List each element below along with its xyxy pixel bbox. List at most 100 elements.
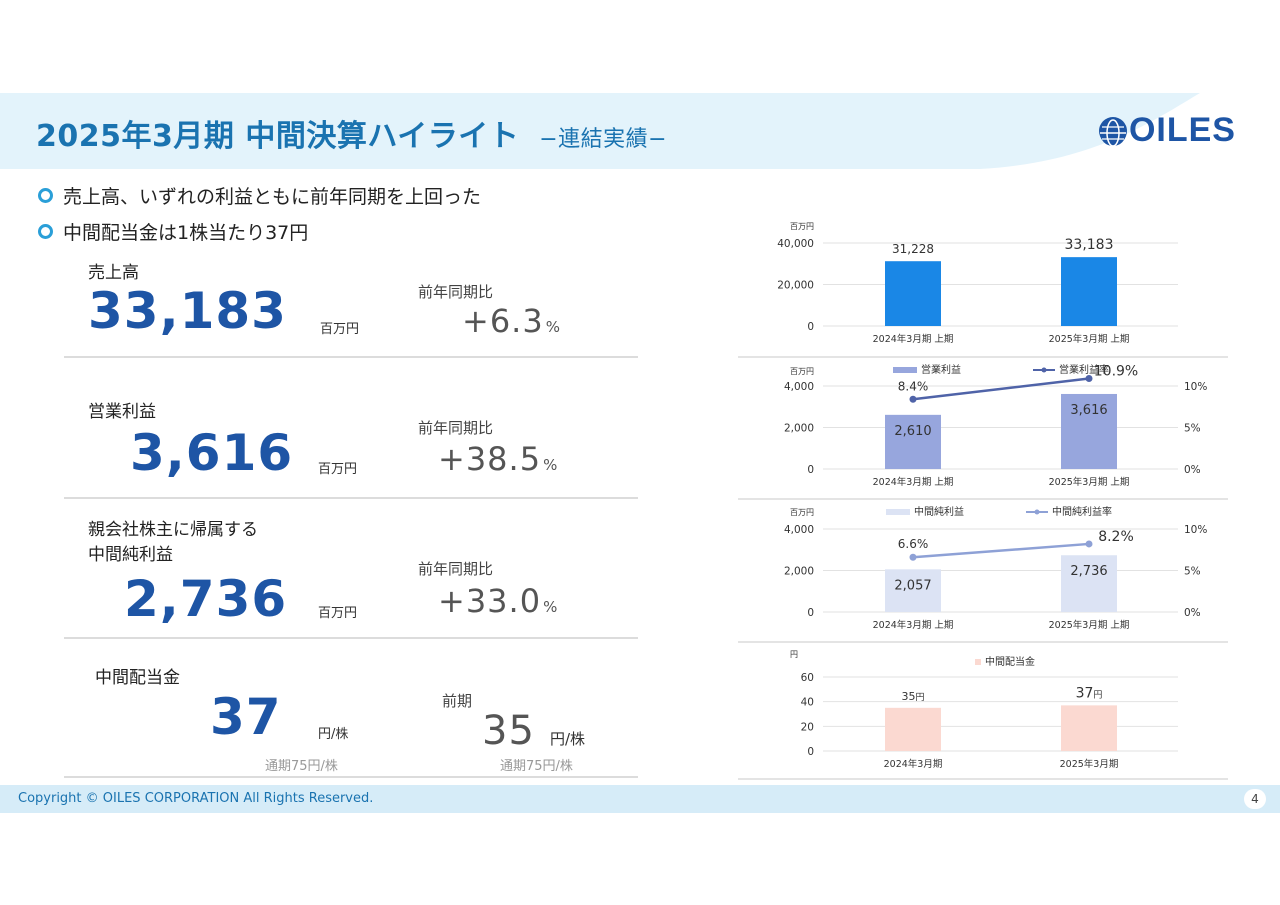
div-prev-value: 35 bbox=[482, 708, 535, 754]
div-unit: 円/株 bbox=[318, 727, 349, 742]
net-cmp-label: 前年同期比 bbox=[418, 560, 494, 578]
sales-cmp-value: +6.3% bbox=[462, 302, 561, 340]
legend-marker bbox=[1034, 509, 1040, 515]
y2-tick-label: 5% bbox=[1184, 566, 1201, 578]
legend-label: 営業利益 bbox=[921, 363, 961, 376]
data-label-number: 35 bbox=[901, 690, 915, 703]
data-label: 3,616 bbox=[1070, 403, 1107, 418]
line-point bbox=[909, 553, 917, 561]
divider bbox=[64, 637, 638, 639]
bullet-item: 中間配当金は1株当たり37円 bbox=[38, 218, 308, 245]
div-annual-note: 通期75円/株 bbox=[265, 759, 338, 774]
legend-swatch bbox=[886, 509, 910, 515]
y-tick-label: 0 bbox=[807, 321, 814, 333]
sales-value: 33,183 bbox=[88, 282, 287, 340]
x-tick-label: 2024年3月期 上期 bbox=[873, 333, 954, 345]
legend-swatch bbox=[893, 367, 917, 373]
bar bbox=[1061, 705, 1117, 751]
legend-label: 中間配当金 bbox=[985, 655, 1035, 668]
unit-label: 円 bbox=[790, 650, 798, 659]
net-label-line2: 中間純利益 bbox=[88, 545, 173, 565]
page-subtitle: −連結実績− bbox=[539, 127, 668, 152]
bullet-text: 売上高、いずれの利益ともに前年同期を上回った bbox=[63, 186, 482, 208]
line-point bbox=[1085, 540, 1093, 548]
y-tick-label: 40,000 bbox=[777, 238, 814, 250]
y-tick-label: 0 bbox=[807, 464, 814, 476]
op-cmp-value: +38.5% bbox=[438, 440, 558, 478]
unit-label: 百万円 bbox=[790, 508, 814, 517]
line-point bbox=[1085, 375, 1093, 383]
divider bbox=[64, 356, 638, 358]
series-line bbox=[912, 542, 1090, 559]
sales-chart: 百万円 0 20,000 40,000 31,228 33,183 2024年3月期 上期 2… bbox=[738, 222, 1228, 358]
footer: Copyright © OILES CORPORATION All Rights… bbox=[0, 785, 1280, 813]
div-prev-label: 前期 bbox=[442, 692, 473, 710]
y-tick-label: 4,000 bbox=[784, 524, 814, 536]
x-tick-label: 2025年3月期 上期 bbox=[1049, 476, 1130, 488]
op-unit: 百万円 bbox=[318, 462, 358, 477]
data-label-number: 37 bbox=[1076, 685, 1094, 701]
company-logo: OILES bbox=[1098, 111, 1236, 150]
x-tick-label: 2025年3月期 上期 bbox=[1049, 619, 1130, 631]
line-data-label: 10.9% bbox=[1094, 364, 1138, 380]
y2-tick-label: 10% bbox=[1184, 524, 1207, 536]
y2-tick-label: 5% bbox=[1184, 423, 1201, 435]
x-tick-label: 2025年3月期 上期 bbox=[1049, 333, 1130, 345]
unit-label: 百万円 bbox=[790, 222, 814, 231]
copyright: Copyright © OILES CORPORATION All Rights… bbox=[18, 791, 374, 806]
bar bbox=[885, 414, 941, 469]
sales-unit: 百万円 bbox=[320, 322, 360, 337]
page-title: 2025年3月期 中間決算ハイライト −連結実績− bbox=[36, 111, 667, 155]
operating-profit-chart: 百万円 0 2,000 4,000 0% 5% 10% 営業利益 営業利益率 2,610 3,616… bbox=[738, 363, 1228, 500]
legend-swatch bbox=[975, 659, 981, 665]
sales-cmp-number: +6.3 bbox=[462, 302, 544, 340]
page-title-text: 2025年3月期 中間決算ハイライト bbox=[36, 119, 520, 154]
net-unit: 百万円 bbox=[318, 606, 358, 621]
div-value: 37 bbox=[210, 688, 282, 746]
bullet-item: 売上高、いずれの利益ともに前年同期を上回った bbox=[38, 182, 481, 209]
legend-label: 中間純利益率 bbox=[1052, 505, 1112, 518]
op-cmp-number: +38.5 bbox=[438, 440, 542, 478]
y-tick-label: 40 bbox=[801, 697, 814, 709]
header-band: 2025年3月期 中間決算ハイライト −連結実績− OILES bbox=[0, 93, 1280, 169]
y-tick-label: 0 bbox=[807, 746, 814, 758]
bar bbox=[885, 707, 941, 751]
x-tick-label: 2025年3月期 bbox=[1060, 758, 1119, 770]
bar bbox=[1061, 555, 1117, 612]
y-tick-label: 20 bbox=[801, 721, 814, 733]
data-label: 37円 bbox=[1076, 685, 1103, 701]
bar bbox=[1061, 257, 1117, 326]
line-point bbox=[909, 395, 917, 403]
net-cmp-number: +33.0 bbox=[438, 582, 542, 620]
data-label-suffix: 円 bbox=[915, 692, 924, 703]
y-tick-label: 2,000 bbox=[784, 566, 814, 578]
x-tick-label: 2024年3月期 上期 bbox=[873, 476, 954, 488]
bar bbox=[885, 261, 941, 326]
divider bbox=[64, 497, 638, 499]
legend-label: 営業利益率 bbox=[1059, 363, 1109, 376]
bar bbox=[1061, 393, 1117, 469]
y2-tick-label: 0% bbox=[1184, 607, 1201, 619]
divider bbox=[64, 776, 638, 778]
bar bbox=[885, 569, 941, 612]
y-tick-label: 2,000 bbox=[784, 423, 814, 435]
x-tick-label: 2024年3月期 bbox=[884, 758, 943, 770]
legend-marker bbox=[1041, 367, 1047, 373]
line-data-label: 8.2% bbox=[1098, 529, 1134, 545]
legend-label: 中間純利益 bbox=[914, 505, 964, 518]
y-tick-label: 20,000 bbox=[777, 280, 814, 292]
div-label: 中間配当金 bbox=[95, 668, 180, 688]
net-cmp-value: +33.0% bbox=[438, 582, 558, 620]
line-data-label: 8.4% bbox=[898, 379, 929, 393]
y-tick-label: 60 bbox=[801, 672, 814, 684]
y2-tick-label: 0% bbox=[1184, 464, 1201, 476]
div-prev-annual-note: 通期75円/株 bbox=[500, 759, 573, 774]
globe-icon bbox=[1098, 116, 1127, 147]
unit-label: 百万円 bbox=[790, 367, 814, 376]
sales-label: 売上高 bbox=[88, 263, 139, 283]
net-value: 2,736 bbox=[124, 570, 288, 628]
net-income-chart: 百万円 0 2,000 4,000 0% 5% 10% 中間純利益 中間純利益率 2,057 2,7… bbox=[738, 505, 1228, 643]
op-cmp-label: 前年同期比 bbox=[418, 419, 494, 437]
sales-cmp-unit: % bbox=[545, 318, 561, 336]
data-label: 33,183 bbox=[1065, 237, 1114, 253]
